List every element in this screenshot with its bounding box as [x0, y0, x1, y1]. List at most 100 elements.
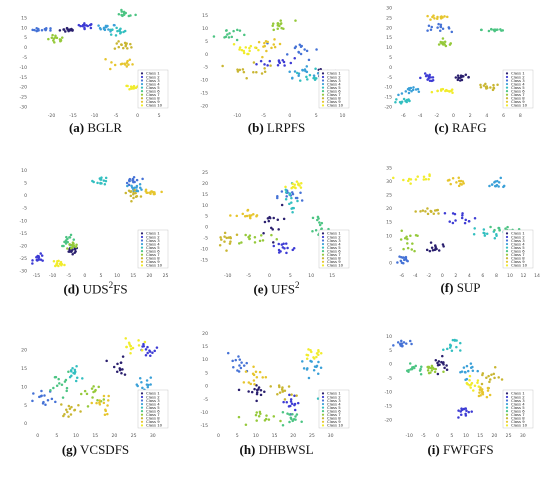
legend-label: Class 8 [511, 96, 525, 101]
legend-label: Class 7 [327, 252, 341, 257]
legend-label: Class 3 [146, 78, 160, 83]
data-point-class-8 [252, 70, 255, 74]
data-point-class-8 [129, 190, 133, 193]
data-point-class-3 [400, 255, 403, 259]
data-point-class-8 [281, 389, 284, 392]
legend-label: Class 3 [327, 238, 341, 243]
data-point-class-9 [270, 46, 273, 50]
x-tick-label: 15 [130, 273, 136, 279]
data-point-class-7 [85, 392, 89, 396]
data-point-class-2 [431, 76, 435, 79]
legend-marker [505, 406, 509, 409]
data-point-class-10 [57, 264, 60, 268]
data-point-class-10 [52, 260, 56, 263]
data-point-class-8 [129, 194, 133, 198]
x-tick-label: -5 [261, 113, 266, 119]
x-tick-label: 15 [92, 433, 98, 439]
data-point-class-6 [327, 227, 330, 231]
legend-label: Class 7 [146, 92, 160, 97]
data-point-class-10 [306, 353, 310, 357]
data-point-class-9 [131, 63, 134, 66]
data-point-class-4 [140, 188, 143, 191]
data-point-class-6 [235, 38, 239, 42]
y-tick-label: -20 [384, 417, 392, 423]
legend-marker [505, 395, 509, 399]
data-point-class-10 [290, 186, 293, 190]
data-point-class-10 [414, 178, 418, 181]
data-point-class-9 [98, 401, 101, 405]
data-point-class-10 [124, 337, 127, 340]
data-point-class-1 [257, 386, 261, 389]
legend-label: Class 4 [327, 241, 341, 246]
data-point-class-10 [428, 173, 431, 176]
legend-marker [321, 100, 325, 103]
data-point-class-2 [144, 354, 148, 357]
data-point-class-6 [63, 240, 66, 244]
y-tick-label: 10 [386, 233, 392, 239]
y-tick-label: 0 [205, 52, 208, 58]
data-point-class-9 [128, 58, 132, 61]
data-point-class-2 [461, 214, 464, 217]
legend-marker [505, 420, 509, 423]
data-point-class-7 [258, 239, 262, 243]
legend-label: Class 5 [327, 405, 341, 410]
data-point-class-4 [466, 369, 470, 373]
data-point-class-2 [282, 60, 286, 64]
data-point-class-2 [470, 410, 473, 413]
x-tick-label: 4 [468, 273, 471, 279]
data-point-class-4 [313, 365, 317, 368]
data-point-class-6 [117, 12, 121, 16]
y-tick-label: 10 [21, 168, 27, 174]
x-tick-label: 25 [309, 433, 315, 439]
data-point-class-2 [457, 416, 460, 419]
data-point-class-2 [448, 220, 451, 223]
data-point-class-3 [242, 364, 246, 367]
data-point-class-5 [316, 397, 320, 400]
legend-marker [321, 93, 325, 96]
data-point-class-5 [99, 178, 102, 181]
y-tick-label: -10 [19, 65, 27, 71]
data-point-class-4 [149, 376, 153, 379]
data-point-class-8 [433, 209, 437, 212]
data-point-class-2 [255, 62, 258, 66]
legend-label: Class 3 [146, 238, 160, 243]
data-point-class-6 [311, 216, 315, 220]
y-tick-label: 10 [21, 25, 27, 31]
data-point-class-6 [57, 377, 60, 381]
data-point-class-10 [131, 346, 135, 350]
data-point-class-6 [228, 32, 231, 35]
data-point-class-2 [465, 409, 468, 413]
x-tick-label: 30 [328, 433, 334, 439]
legend-label: Class 5 [511, 405, 525, 410]
data-point-class-1 [67, 29, 70, 33]
data-point-class-2 [281, 59, 284, 62]
data-point-class-2 [293, 408, 297, 412]
scatter-panel-g: 0 5 10 15 20 25 30 20 15 10 5 0 Class 1 Class 2 Class … [12, 324, 172, 442]
data-point-class-10 [445, 88, 448, 92]
data-point-class-8 [220, 238, 223, 241]
data-point-class-8 [482, 84, 486, 87]
data-point-class-6 [226, 33, 229, 36]
data-point-class-6 [316, 215, 320, 219]
data-point-class-9 [252, 373, 256, 377]
data-point-class-7 [254, 413, 258, 417]
data-point-class-4 [404, 90, 408, 93]
data-point-class-10 [427, 178, 430, 181]
data-point-class-7 [431, 366, 435, 369]
data-point-class-9 [451, 176, 455, 180]
data-point-class-8 [479, 83, 482, 87]
data-point-class-4 [317, 360, 320, 364]
data-point-class-8 [255, 71, 258, 74]
data-point-class-5 [104, 179, 108, 183]
data-point-class-8 [225, 249, 228, 252]
data-point-class-10 [297, 182, 300, 185]
data-point-class-7 [52, 37, 56, 40]
data-point-class-6 [479, 28, 483, 32]
data-point-class-8 [490, 373, 493, 377]
panel-method-name: FWFGFS [439, 442, 494, 457]
y-tick-label: -15 [200, 258, 208, 264]
data-point-class-2 [287, 405, 291, 408]
data-point-class-4 [140, 381, 143, 384]
data-point-class-9 [102, 394, 106, 398]
data-point-class-10 [125, 345, 128, 349]
